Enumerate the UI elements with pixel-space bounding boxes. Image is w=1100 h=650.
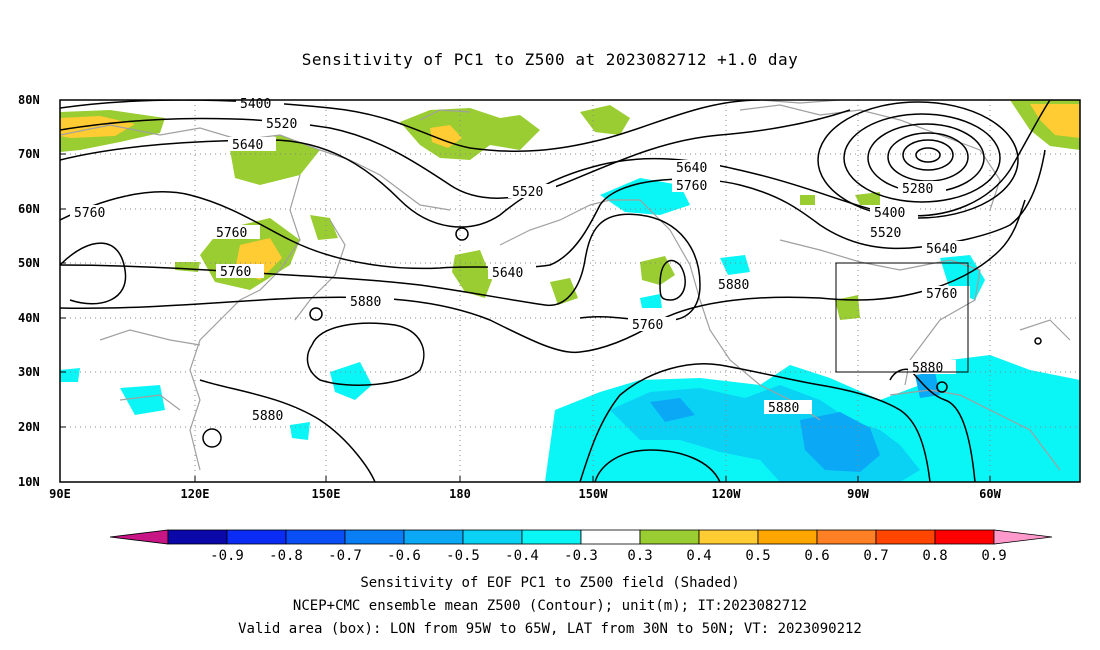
- contour-label-5760: 5760: [216, 226, 247, 241]
- colorbar-label: 0.5: [745, 548, 770, 564]
- positive-patch: [452, 250, 492, 298]
- contour-labels: 5400 5520 5640 5760 5760 5760 5880 5880 …: [70, 96, 970, 424]
- lat-label-20n: 20N: [18, 420, 40, 434]
- positive-patch: [175, 262, 200, 272]
- positive-patch: [400, 108, 540, 160]
- caption-contour: NCEP+CMC ensemble mean Z500 (Contour); u…: [292, 598, 808, 614]
- colorbar-swatch: [639, 529, 700, 545]
- lon-label-120w: 120W: [712, 487, 742, 501]
- lon-label-150e: 150E: [312, 487, 341, 501]
- lon-label-150w: 150W: [579, 487, 609, 501]
- negative-patch: [120, 385, 165, 415]
- lat-label-10n: 10N: [18, 475, 40, 489]
- colorbar-high-end: [993, 529, 1053, 545]
- lat-label-80n: 80N: [18, 93, 40, 107]
- colorbar-swatch: [462, 529, 523, 545]
- negative-patch: [640, 294, 662, 308]
- contour-label-5880: 5880: [718, 278, 749, 293]
- contour-label-5280: 5280: [902, 182, 933, 197]
- colorbar-swatch: [580, 529, 641, 545]
- colorbar-label: -0.9: [210, 548, 244, 564]
- colorbar-swatch: [403, 529, 464, 545]
- colorbar-swatch: [344, 529, 405, 545]
- contour-label-5520: 5520: [870, 226, 901, 241]
- colorbar-low-end: [109, 529, 169, 545]
- colorbar-swatch: [934, 529, 995, 545]
- contour-label-5400: 5400: [874, 206, 905, 221]
- colorbar-swatch: [698, 529, 759, 545]
- colorbar-label: -0.5: [446, 548, 480, 564]
- contour-label-5880: 5880: [768, 401, 799, 416]
- colorbar-swatch: [757, 529, 818, 545]
- colorbar-label: 0.7: [863, 548, 888, 564]
- positive-patch: [855, 192, 880, 205]
- caption-valid-area: Valid area (box): LON from 95W to 65W, L…: [238, 621, 862, 637]
- lat-label-40n: 40N: [18, 311, 40, 325]
- colorbar-swatch: [167, 529, 228, 545]
- negative-patch: [290, 422, 310, 440]
- colorbar: -0.9 -0.8 -0.7 -0.6 -0.5 -0.4 -0.3 0.3 0.4 0.5 0.6…: [109, 529, 1053, 564]
- positive-patch: [580, 105, 630, 135]
- caption-shaded: Sensitivity of EOF PC1 to Z500 field (Sh…: [360, 575, 740, 591]
- colorbar-label: 0.6: [804, 548, 829, 564]
- colorbar-label: -0.6: [387, 548, 421, 564]
- colorbar-label: 0.3: [627, 548, 652, 564]
- lat-label-50n: 50N: [18, 256, 40, 270]
- contour-label-5880: 5880: [350, 295, 381, 310]
- lon-label-120e: 120E: [181, 487, 210, 501]
- contour-label-5640: 5640: [232, 138, 263, 153]
- colorbar-label: -0.8: [269, 548, 303, 564]
- colorbar-swatch: [816, 529, 877, 545]
- positive-patch: [800, 195, 815, 205]
- colorbar-label: -0.7: [328, 548, 362, 564]
- lat-label-60n: 60N: [18, 202, 40, 216]
- lon-label-60w: 60W: [979, 487, 1001, 501]
- negative-patch: [600, 178, 690, 215]
- colorbar-swatch: [521, 529, 582, 545]
- positive-patch: [430, 125, 462, 148]
- positive-patch: [550, 278, 578, 305]
- lat-label-30n: 30N: [18, 365, 40, 379]
- contour-label-5760: 5760: [926, 287, 957, 302]
- contour-label-5640: 5640: [926, 242, 957, 257]
- contour-label-5640: 5640: [492, 266, 523, 281]
- negative-patch: [650, 398, 695, 422]
- lon-label-90e: 90E: [49, 487, 71, 501]
- colorbar-label: -0.3: [564, 548, 598, 564]
- negative-patch: [330, 362, 372, 400]
- longitude-labels: 90E 120E 150E 180 150W 120W 90W 60W: [49, 487, 1001, 501]
- lon-label-90w: 90W: [847, 487, 869, 501]
- contour-label-5520: 5520: [266, 117, 297, 132]
- contour-label-5760: 5760: [220, 265, 251, 280]
- positive-patch: [835, 295, 860, 320]
- colorbar-swatch: [875, 529, 936, 545]
- valid-area-box: [835, 262, 969, 373]
- colorbar-label: 0.8: [922, 548, 947, 564]
- positive-patch: [310, 215, 338, 240]
- contour-label-5760: 5760: [74, 206, 105, 221]
- negative-patch: [60, 368, 80, 382]
- tick-marks: [60, 99, 991, 483]
- negative-patch: [720, 255, 750, 275]
- contour-label-5880: 5880: [252, 409, 283, 424]
- page-title: Sensitivity of PC1 to Z500 at 2023082712…: [301, 50, 799, 69]
- contour-label-5880: 5880: [912, 361, 943, 376]
- map-frame: [59, 99, 1081, 483]
- contour-label-5520: 5520: [512, 185, 543, 200]
- contour-label-5640: 5640: [676, 161, 707, 176]
- contour-label-5760: 5760: [676, 179, 707, 194]
- lat-label-70n: 70N: [18, 147, 40, 161]
- colorbar-label: 0.9: [981, 548, 1006, 564]
- colorbar-swatch: [226, 529, 287, 545]
- colorbar-label: 0.4: [686, 548, 711, 564]
- contour-label-5760: 5760: [632, 318, 663, 333]
- colorbar-swatch: [285, 529, 346, 545]
- lon-label-180: 180: [449, 487, 471, 501]
- latitude-labels: 80N 70N 60N 50N 40N 30N 20N 10N: [18, 93, 40, 489]
- colorbar-label: -0.4: [505, 548, 539, 564]
